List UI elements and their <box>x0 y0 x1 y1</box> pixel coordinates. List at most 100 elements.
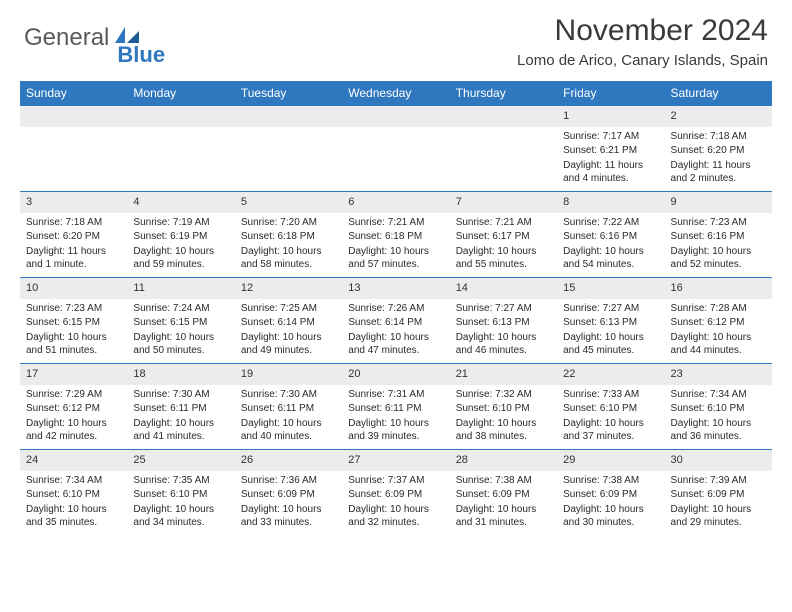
calendar-cell: 7Sunrise: 7:21 AMSunset: 6:17 PMDaylight… <box>450 192 557 278</box>
daylight-text: Daylight: 10 hours and 30 minutes. <box>563 503 658 530</box>
calendar-cell: 11Sunrise: 7:24 AMSunset: 6:15 PMDayligh… <box>127 278 234 364</box>
day-number-empty <box>235 106 342 127</box>
calendar-cell: 2Sunrise: 7:18 AMSunset: 6:20 PMDaylight… <box>665 106 772 192</box>
weekday-header: Friday <box>557 81 664 106</box>
sunrise-text: Sunrise: 7:27 AM <box>456 302 551 316</box>
day-body: Sunrise: 7:35 AMSunset: 6:10 PMDaylight:… <box>127 471 234 535</box>
calendar-table: SundayMondayTuesdayWednesdayThursdayFrid… <box>20 81 772 536</box>
sunset-text: Sunset: 6:12 PM <box>671 316 766 330</box>
calendar-row: 24Sunrise: 7:34 AMSunset: 6:10 PMDayligh… <box>20 450 772 536</box>
sunset-text: Sunset: 6:17 PM <box>456 230 551 244</box>
calendar-cell: 25Sunrise: 7:35 AMSunset: 6:10 PMDayligh… <box>127 450 234 536</box>
day-number: 7 <box>450 192 557 213</box>
calendar-cell: 5Sunrise: 7:20 AMSunset: 6:18 PMDaylight… <box>235 192 342 278</box>
sunrise-text: Sunrise: 7:31 AM <box>348 388 443 402</box>
day-body: Sunrise: 7:39 AMSunset: 6:09 PMDaylight:… <box>665 471 772 535</box>
sunrise-text: Sunrise: 7:37 AM <box>348 474 443 488</box>
day-body: Sunrise: 7:29 AMSunset: 6:12 PMDaylight:… <box>20 385 127 449</box>
sunset-text: Sunset: 6:16 PM <box>671 230 766 244</box>
sunrise-text: Sunrise: 7:38 AM <box>456 474 551 488</box>
daylight-text: Daylight: 10 hours and 49 minutes. <box>241 331 336 358</box>
daylight-text: Daylight: 10 hours and 37 minutes. <box>563 417 658 444</box>
daylight-text: Daylight: 10 hours and 50 minutes. <box>133 331 228 358</box>
sunrise-text: Sunrise: 7:34 AM <box>26 474 121 488</box>
sunset-text: Sunset: 6:09 PM <box>241 488 336 502</box>
day-body: Sunrise: 7:21 AMSunset: 6:18 PMDaylight:… <box>342 213 449 277</box>
calendar-cell <box>342 106 449 192</box>
sunset-text: Sunset: 6:19 PM <box>133 230 228 244</box>
day-number: 18 <box>127 364 234 385</box>
calendar-cell: 17Sunrise: 7:29 AMSunset: 6:12 PMDayligh… <box>20 364 127 450</box>
sunset-text: Sunset: 6:11 PM <box>241 402 336 416</box>
day-number: 30 <box>665 450 772 471</box>
day-number: 24 <box>20 450 127 471</box>
calendar-cell: 20Sunrise: 7:31 AMSunset: 6:11 PMDayligh… <box>342 364 449 450</box>
day-number: 10 <box>20 278 127 299</box>
sunrise-text: Sunrise: 7:38 AM <box>563 474 658 488</box>
daylight-text: Daylight: 10 hours and 34 minutes. <box>133 503 228 530</box>
calendar-head: SundayMondayTuesdayWednesdayThursdayFrid… <box>20 81 772 106</box>
calendar-cell: 24Sunrise: 7:34 AMSunset: 6:10 PMDayligh… <box>20 450 127 536</box>
day-number: 2 <box>665 106 772 127</box>
sunrise-text: Sunrise: 7:23 AM <box>671 216 766 230</box>
sunrise-text: Sunrise: 7:33 AM <box>563 388 658 402</box>
day-number: 25 <box>127 450 234 471</box>
day-body: Sunrise: 7:38 AMSunset: 6:09 PMDaylight:… <box>450 471 557 535</box>
brand-logo: General Blue <box>24 14 165 62</box>
day-body: Sunrise: 7:34 AMSunset: 6:10 PMDaylight:… <box>665 385 772 449</box>
sunset-text: Sunset: 6:14 PM <box>348 316 443 330</box>
daylight-text: Daylight: 10 hours and 35 minutes. <box>26 503 121 530</box>
sunset-text: Sunset: 6:16 PM <box>563 230 658 244</box>
day-body: Sunrise: 7:37 AMSunset: 6:09 PMDaylight:… <box>342 471 449 535</box>
weekday-header: Wednesday <box>342 81 449 106</box>
calendar-cell: 9Sunrise: 7:23 AMSunset: 6:16 PMDaylight… <box>665 192 772 278</box>
calendar-cell: 30Sunrise: 7:39 AMSunset: 6:09 PMDayligh… <box>665 450 772 536</box>
calendar-cell: 28Sunrise: 7:38 AMSunset: 6:09 PMDayligh… <box>450 450 557 536</box>
calendar-row: 17Sunrise: 7:29 AMSunset: 6:12 PMDayligh… <box>20 364 772 450</box>
sunrise-text: Sunrise: 7:24 AM <box>133 302 228 316</box>
calendar-cell: 13Sunrise: 7:26 AMSunset: 6:14 PMDayligh… <box>342 278 449 364</box>
day-number: 28 <box>450 450 557 471</box>
sunset-text: Sunset: 6:13 PM <box>563 316 658 330</box>
sunrise-text: Sunrise: 7:34 AM <box>671 388 766 402</box>
daylight-text: Daylight: 10 hours and 33 minutes. <box>241 503 336 530</box>
day-number-empty <box>127 106 234 127</box>
sunset-text: Sunset: 6:12 PM <box>26 402 121 416</box>
calendar-cell: 16Sunrise: 7:28 AMSunset: 6:12 PMDayligh… <box>665 278 772 364</box>
day-body: Sunrise: 7:31 AMSunset: 6:11 PMDaylight:… <box>342 385 449 449</box>
sunrise-text: Sunrise: 7:27 AM <box>563 302 658 316</box>
sunrise-text: Sunrise: 7:39 AM <box>671 474 766 488</box>
sunrise-text: Sunrise: 7:28 AM <box>671 302 766 316</box>
sunrise-text: Sunrise: 7:32 AM <box>456 388 551 402</box>
day-number: 5 <box>235 192 342 213</box>
calendar-row: 10Sunrise: 7:23 AMSunset: 6:15 PMDayligh… <box>20 278 772 364</box>
daylight-text: Daylight: 11 hours and 1 minute. <box>26 245 121 272</box>
day-number: 11 <box>127 278 234 299</box>
sunset-text: Sunset: 6:14 PM <box>241 316 336 330</box>
day-number: 21 <box>450 364 557 385</box>
sunrise-text: Sunrise: 7:20 AM <box>241 216 336 230</box>
day-body: Sunrise: 7:32 AMSunset: 6:10 PMDaylight:… <box>450 385 557 449</box>
day-body: Sunrise: 7:24 AMSunset: 6:15 PMDaylight:… <box>127 299 234 363</box>
day-body: Sunrise: 7:27 AMSunset: 6:13 PMDaylight:… <box>450 299 557 363</box>
sunrise-text: Sunrise: 7:23 AM <box>26 302 121 316</box>
day-body: Sunrise: 7:18 AMSunset: 6:20 PMDaylight:… <box>20 213 127 277</box>
daylight-text: Daylight: 11 hours and 2 minutes. <box>671 159 766 186</box>
sunrise-text: Sunrise: 7:25 AM <box>241 302 336 316</box>
day-number: 17 <box>20 364 127 385</box>
page-header: General Blue November 2024 Lomo de Arico… <box>0 0 792 75</box>
daylight-text: Daylight: 10 hours and 52 minutes. <box>671 245 766 272</box>
day-body: Sunrise: 7:30 AMSunset: 6:11 PMDaylight:… <box>235 385 342 449</box>
sunrise-text: Sunrise: 7:35 AM <box>133 474 228 488</box>
day-body: Sunrise: 7:17 AMSunset: 6:21 PMDaylight:… <box>557 127 664 191</box>
daylight-text: Daylight: 10 hours and 36 minutes. <box>671 417 766 444</box>
day-body: Sunrise: 7:34 AMSunset: 6:10 PMDaylight:… <box>20 471 127 535</box>
day-number: 27 <box>342 450 449 471</box>
calendar-cell: 23Sunrise: 7:34 AMSunset: 6:10 PMDayligh… <box>665 364 772 450</box>
calendar-cell: 10Sunrise: 7:23 AMSunset: 6:15 PMDayligh… <box>20 278 127 364</box>
day-number: 23 <box>665 364 772 385</box>
daylight-text: Daylight: 10 hours and 54 minutes. <box>563 245 658 272</box>
day-number: 22 <box>557 364 664 385</box>
daylight-text: Daylight: 10 hours and 39 minutes. <box>348 417 443 444</box>
sunset-text: Sunset: 6:20 PM <box>26 230 121 244</box>
